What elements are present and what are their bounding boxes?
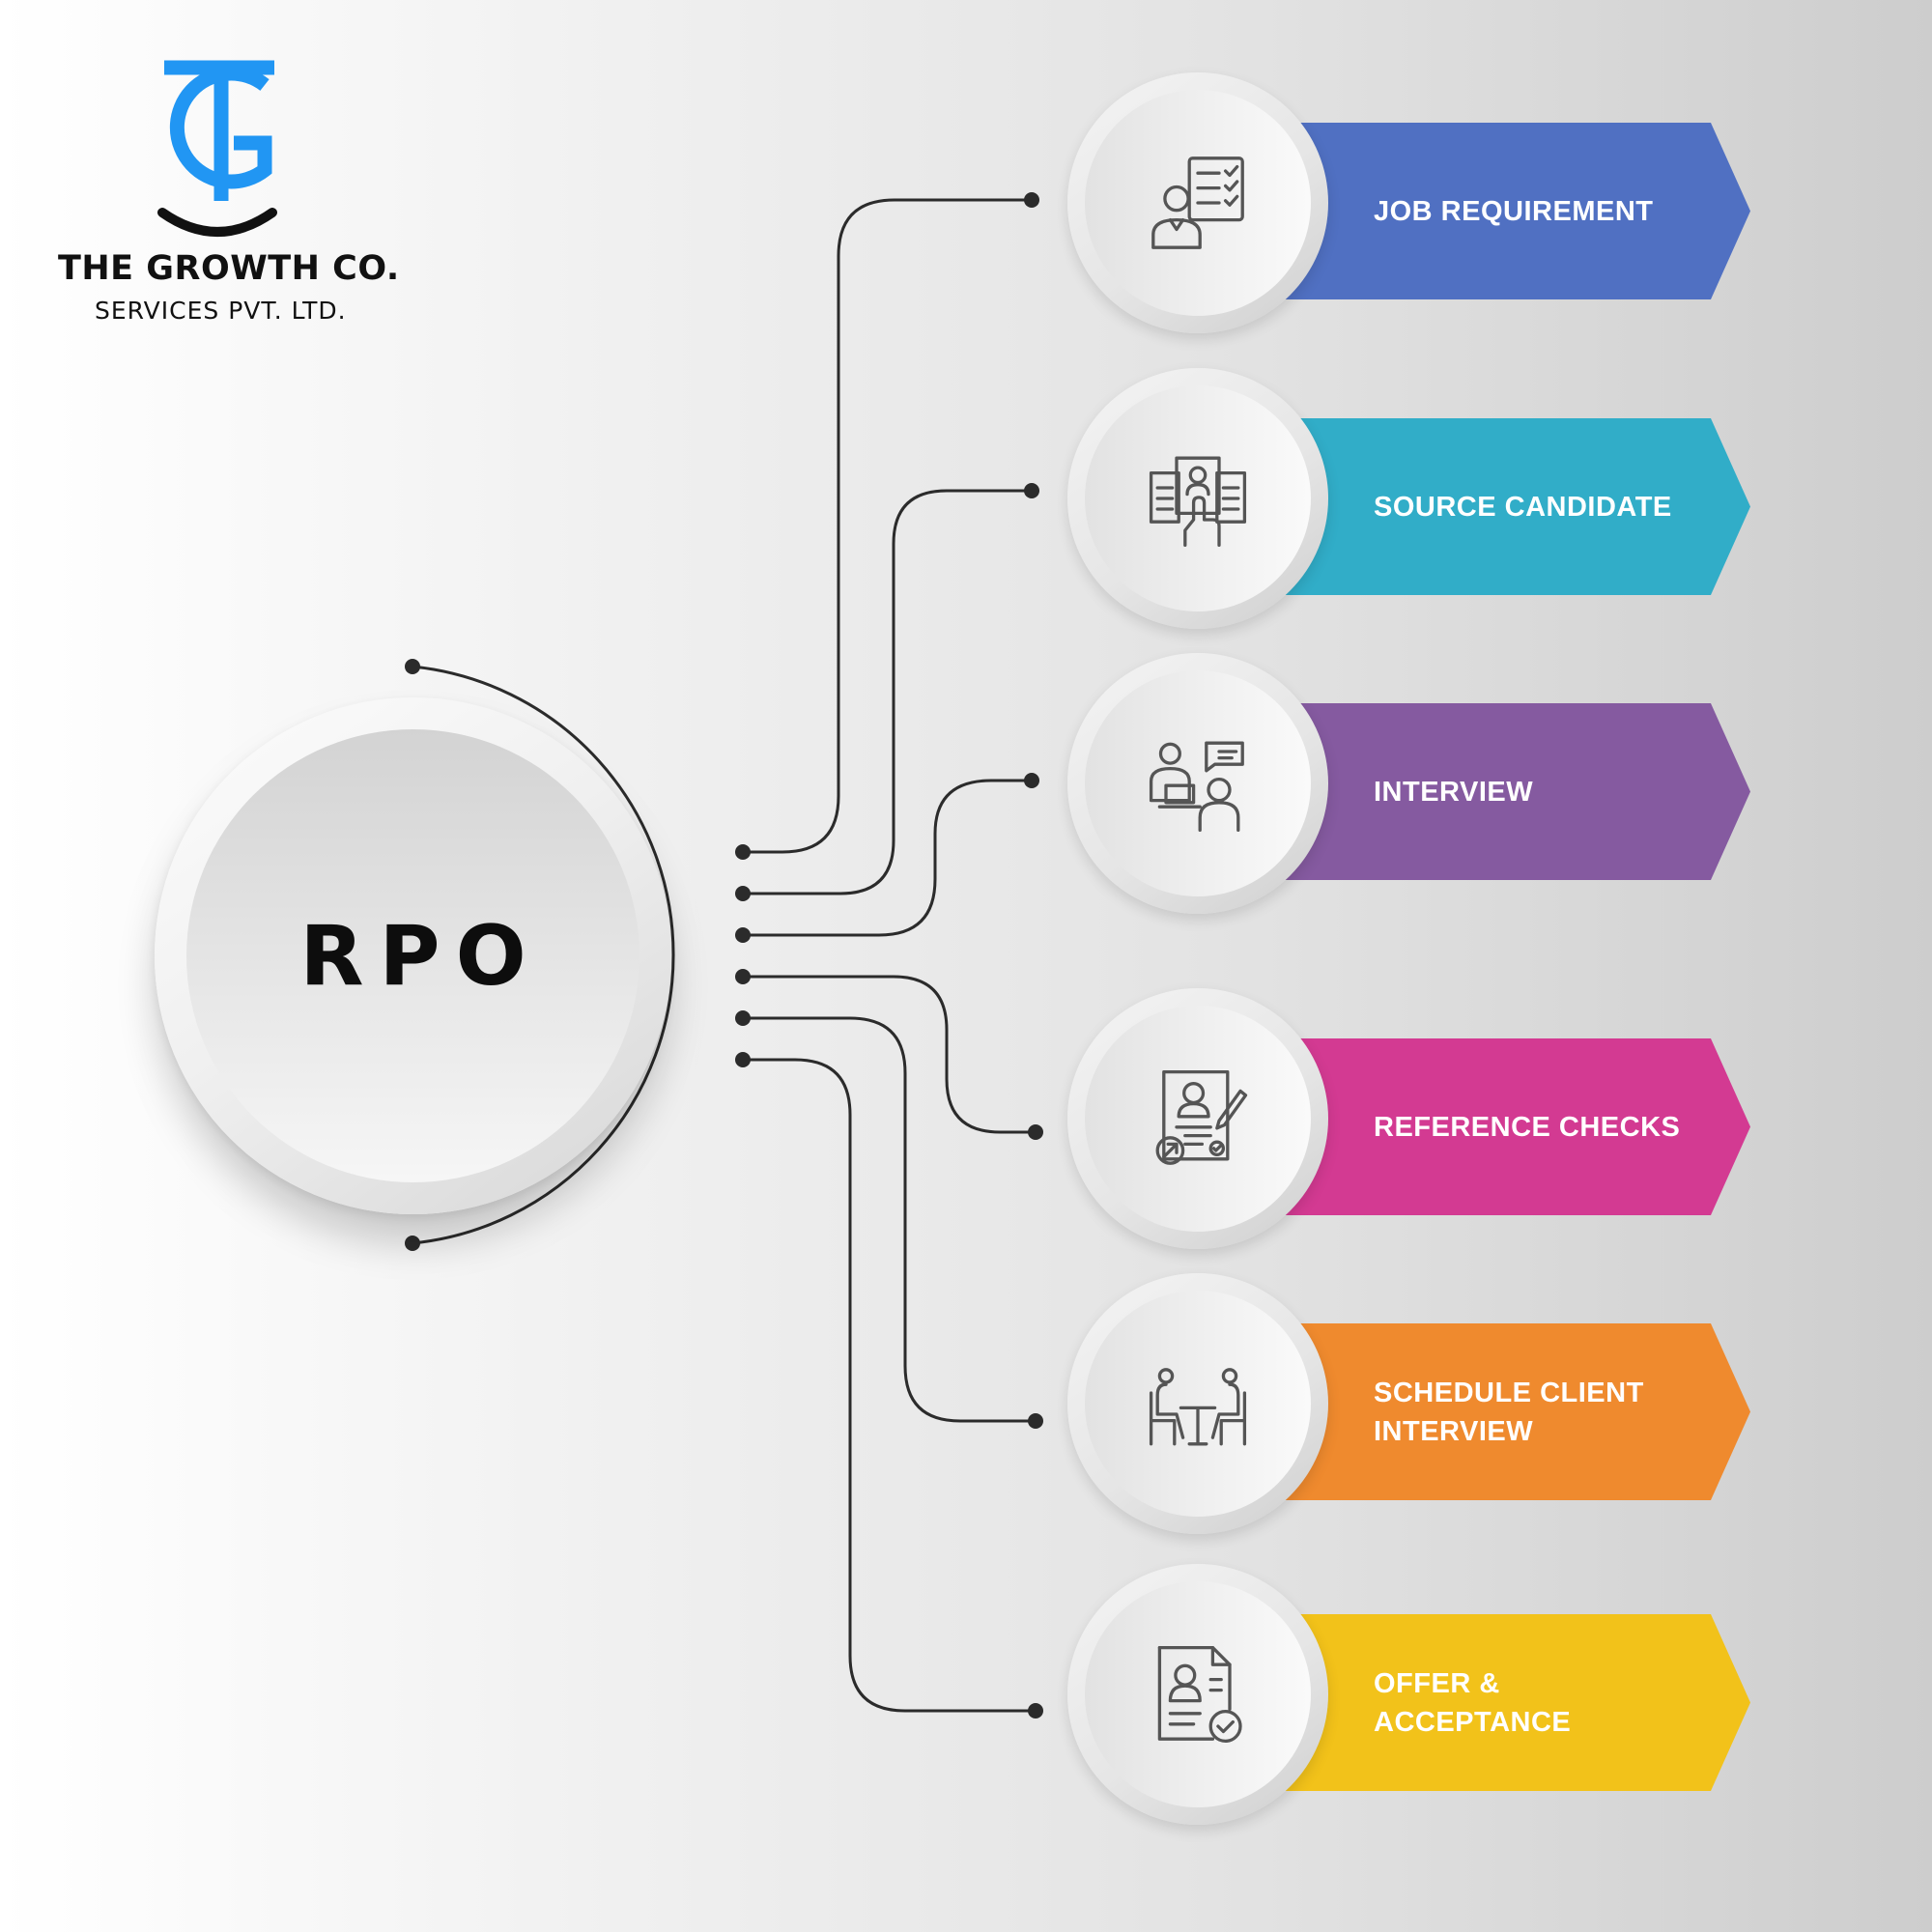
step-icon-disc [1067, 368, 1328, 629]
brand-name: THE GROWTH CO. [58, 249, 400, 288]
step-arrow-job-requirement: JOB REQUIREMENT [1275, 123, 1750, 299]
step-dot [1024, 192, 1039, 208]
connector-reference-checks [743, 975, 1036, 1134]
hub-dot [735, 969, 751, 984]
step-label: OFFER & ACCEPTANCE [1374, 1667, 1572, 1738]
connector-interview [743, 779, 1032, 937]
hub-dot [735, 844, 751, 860]
step-label: REFERENCE CHECKS [1374, 1111, 1681, 1143]
step-label: JOB REQUIREMENT [1374, 195, 1654, 227]
hub-arc [412, 665, 675, 1245]
step-arrow-reference-checks: REFERENCE CHECKS [1275, 1038, 1750, 1215]
connector-offer-acceptance [743, 1058, 1036, 1713]
hub-arc-dot-top [405, 659, 420, 674]
hub-arc-dot-bottom [405, 1236, 420, 1251]
step-arrow-offer-acceptance: OFFER & ACCEPTANCE [1275, 1614, 1750, 1791]
resume-review-icon [1155, 1069, 1248, 1165]
step-icon-disc [1067, 1564, 1328, 1825]
step-label: INTERVIEW [1374, 776, 1534, 808]
job-checklist-icon [1151, 156, 1244, 249]
step-icon-disc [1067, 653, 1328, 914]
step-icon-disc [1067, 988, 1328, 1249]
connector-source-candidate [743, 489, 1032, 895]
step-dot [1028, 1703, 1043, 1719]
step-icon-disc [1067, 1273, 1328, 1534]
step-dot [1028, 1124, 1043, 1140]
step-dot [1024, 773, 1039, 788]
interview-chat-icon [1149, 741, 1244, 833]
step-arrow-interview: INTERVIEW [1275, 703, 1750, 880]
step-icon-disc [1067, 72, 1328, 333]
hub-dot [735, 1010, 751, 1026]
approved-document-icon [1157, 1645, 1242, 1744]
hub-dot [735, 1052, 751, 1067]
hub-dot [735, 927, 751, 943]
step-dot [1028, 1413, 1043, 1429]
candidate-profiles-icon [1149, 456, 1247, 548]
hub-label: RPO [299, 907, 542, 1005]
company-logo [157, 60, 277, 237]
logo-t-shape [164, 60, 274, 201]
brand-subtitle: SERVICES PVT. LTD. [95, 297, 347, 325]
step-label: SOURCE CANDIDATE [1374, 491, 1672, 523]
step-arrow-schedule-client-interview: SCHEDULE CLIENT INTERVIEW [1275, 1323, 1750, 1500]
hub-inner: RPO [186, 729, 639, 1182]
step-arrow-source-candidate: SOURCE CANDIDATE [1275, 418, 1750, 595]
connector-schedule-client-interview [743, 1016, 1036, 1423]
logo-underline-arc [157, 208, 277, 237]
meeting-table-icon [1149, 1368, 1247, 1446]
connector-job-requirement [743, 198, 1032, 854]
step-dot [1024, 483, 1039, 498]
step-label: SCHEDULE CLIENT INTERVIEW [1374, 1377, 1644, 1447]
hub-dot [735, 886, 751, 901]
